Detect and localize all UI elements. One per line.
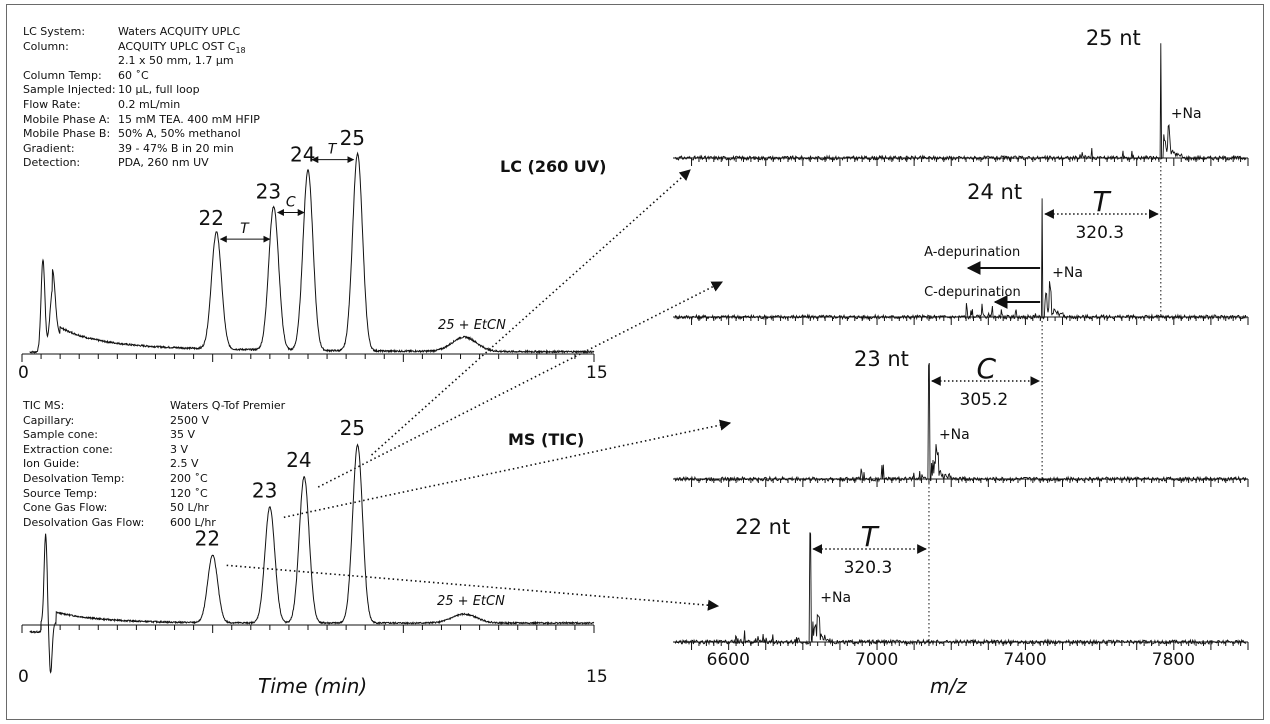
ms-chromatogram: 0 15 22 23 24 25 [18,416,608,687]
spectrum-trace [674,198,1247,321]
param-value: PDA, 260 nm UV [118,156,209,170]
chromatogram-trace [29,443,595,674]
param-value: 2.1 x 50 mm, 1.7 µm [118,54,234,68]
ms-title: MS (TIC) [508,430,584,449]
param-value: ACQUITY UPLC OST C18 [118,39,246,55]
param-subscript: 18 [235,45,246,55]
gap-label: C [286,195,296,211]
param-value: 3 V [170,442,189,456]
x-tick-label: 15 [586,667,608,687]
param-key: Sample Injected: [23,83,116,97]
spectrum-label: 23 nt [854,347,909,371]
mz-tick-label: 7000 [855,650,898,670]
peak-spectrum-arrow [371,169,691,456]
param-value: 50 L/hr [170,501,209,515]
param-key: TIC MS: [23,399,65,412]
param-key: Desolvation Temp: [23,472,125,485]
sodium-adduct-label: +Na [939,427,970,443]
depurination-label: A-depurination [924,245,1020,260]
param-key: Mobile Phase A: [23,112,110,126]
mz-tick-label: 7400 [1003,650,1046,670]
mass-spectra: 6600 7000 7400 7800 25 nt +Na 24 nt +Na 23 nt +Na… [673,26,1249,670]
chromatogram-trace [29,151,595,355]
param-key: Desolvation Gas Flow: [23,515,145,529]
figure-frame [6,4,1264,720]
param-value: 600 L/hr [170,515,216,529]
gap-label: T [328,142,338,158]
param-key: LC System: [23,25,86,38]
mass-difference-letter: T [1092,185,1111,218]
peak-label: 23 [256,180,281,204]
peak-spectrum-arrow [317,281,723,488]
x-tick-label: 0 [18,363,29,383]
mass-difference-value: 305.2 [960,390,1009,410]
param-value: Waters Q-Tof Premier [170,399,286,412]
param-key: Sample cone: [23,428,98,442]
param-key: Source Temp: [23,486,98,500]
param-key: Gradient: [23,141,75,155]
gap-label: T [240,221,250,237]
mass-difference-value: 320.3 [1075,223,1124,243]
peak-label: 25 [340,126,365,150]
param-key: Cone Gas Flow: [23,501,108,515]
sodium-adduct-label: +Na [1052,265,1083,281]
peak-spectrum-arrow [226,564,720,611]
param-value: 2.5 V [170,457,199,471]
lc-title: LC (260 UV) [500,157,606,176]
param-value: 200 ˚C [170,472,208,485]
param-key: Detection: [23,156,81,170]
param-value: 50% A, 50% methanol [118,127,241,141]
peak-label: 22 [195,526,220,550]
param-key: Capillary: [23,413,75,427]
param-key: Extraction cone: [23,442,113,456]
param-value: 60 ˚C [118,68,149,82]
param-value: 39 - 47% B in 20 min [118,141,234,155]
spectrum-trace [674,43,1247,162]
lc-etcn-label: 25 + EtCN [438,318,506,333]
depurination-label: C-depurination [924,285,1021,300]
ms-etcn-label: 25 + EtCN [437,594,505,609]
peak-to-spectrum-arrows [226,169,732,611]
peak-label: 24 [290,143,315,167]
sodium-adduct-label: +Na [1171,106,1202,122]
mass-difference-letter: T [861,520,880,553]
peak-label: 22 [198,206,223,230]
spectrum-label: 24 nt [967,180,1022,204]
spectrum-trace [674,532,1247,646]
param-key: Column: [23,39,69,53]
x-tick-label: 0 [18,667,29,687]
param-key: Mobile Phase B: [23,127,111,141]
mass-difference-letter: C [977,352,997,385]
mz-tick-label: 7800 [1152,650,1195,670]
param-value: 35 V [170,428,196,442]
param-value: Waters ACQUITY UPLC [118,25,241,38]
peak-label: 25 [340,416,365,440]
spectrum-label: 25 nt [1086,26,1141,50]
time-axis-label: Time (min) [258,674,367,698]
spectrum-trace [674,362,1247,483]
param-key: Ion Guide: [23,457,80,471]
x-tick-label: 15 [586,363,608,383]
spectrum-label: 22 nt [735,515,790,539]
param-value: 2500 V [170,413,210,427]
mz-tick-label: 6600 [707,650,750,670]
peak-label: 23 [252,478,277,502]
peak-label: 24 [286,448,311,472]
param-key: Column Temp: [23,68,102,82]
sodium-adduct-label: +Na [820,590,851,606]
param-key: Flow Rate: [23,98,81,111]
mass-difference-value: 320.3 [844,558,893,578]
mz-axis-label: m/z [930,674,967,698]
param-value: 10 µL, full loop [118,83,200,97]
param-value: 0.2 mL/min [118,98,181,111]
param-value: 120 ˚C [170,486,208,500]
param-value: 15 mM TEA. 400 mM HFIP [118,112,260,126]
